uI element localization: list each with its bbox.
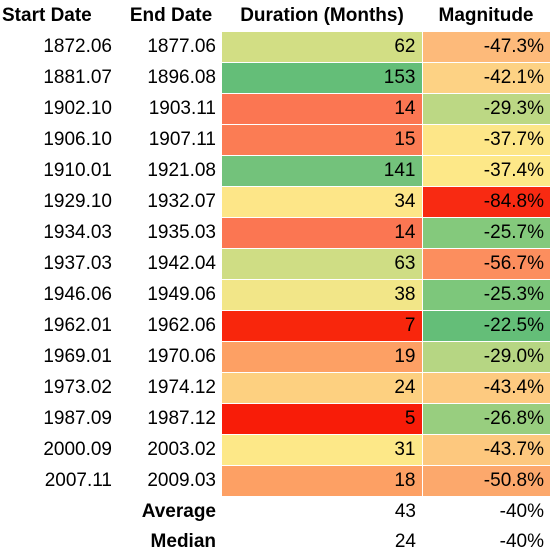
header-start-date: Start Date (0, 0, 120, 32)
summary-label: Median (120, 527, 222, 557)
start-date-cell: 2007.11 (0, 466, 120, 497)
duration-cell: 14 (222, 94, 422, 125)
magnitude-cell: -25.7% (422, 218, 550, 249)
duration-cell: 24 (222, 373, 422, 404)
end-date-cell: 1942.04 (120, 249, 222, 280)
duration-cell: 7 (222, 311, 422, 342)
summary-label: Average (120, 497, 222, 528)
start-date-cell: 1937.03 (0, 249, 120, 280)
end-date-cell: 1877.06 (120, 32, 222, 63)
duration-cell: 63 (222, 249, 422, 280)
duration-cell: 141 (222, 156, 422, 187)
header-end-date: End Date (120, 0, 222, 32)
duration-cell: 31 (222, 435, 422, 466)
summary-magnitude: -40% (422, 527, 550, 557)
magnitude-cell: -22.5% (422, 311, 550, 342)
end-date-cell: 1962.06 (120, 311, 222, 342)
summary-duration: 24 (222, 527, 422, 557)
start-date-cell: 1969.01 (0, 342, 120, 373)
start-date-cell: 1881.07 (0, 63, 120, 94)
end-date-cell: 1921.08 (120, 156, 222, 187)
end-date-cell: 1987.12 (120, 404, 222, 435)
header-magnitude: Magnitude (422, 0, 550, 32)
duration-cell: 38 (222, 280, 422, 311)
summary-spacer (0, 527, 120, 557)
magnitude-cell: -25.3% (422, 280, 550, 311)
start-date-cell: 1902.10 (0, 94, 120, 125)
end-date-cell: 2003.02 (120, 435, 222, 466)
start-date-cell: 1946.06 (0, 280, 120, 311)
magnitude-cell: -29.0% (422, 342, 550, 373)
magnitude-cell: -43.7% (422, 435, 550, 466)
start-date-cell: 1934.03 (0, 218, 120, 249)
start-date-cell: 2000.09 (0, 435, 120, 466)
duration-cell: 15 (222, 125, 422, 156)
end-date-cell: 1935.03 (120, 218, 222, 249)
summary-magnitude: -40% (422, 497, 550, 528)
summary-duration: 43 (222, 497, 422, 528)
end-date-cell: 1903.11 (120, 94, 222, 125)
duration-cell: 5 (222, 404, 422, 435)
duration-cell: 19 (222, 342, 422, 373)
magnitude-cell: -43.4% (422, 373, 550, 404)
start-date-cell: 1906.10 (0, 125, 120, 156)
start-date-cell: 1987.09 (0, 404, 120, 435)
end-date-cell: 1932.07 (120, 187, 222, 218)
duration-cell: 14 (222, 218, 422, 249)
end-date-cell: 1974.12 (120, 373, 222, 404)
magnitude-cell: -56.7% (422, 249, 550, 280)
start-date-cell: 1929.10 (0, 187, 120, 218)
end-date-cell: 1896.08 (120, 63, 222, 94)
start-date-cell: 1872.06 (0, 32, 120, 63)
magnitude-cell: -50.8% (422, 466, 550, 497)
magnitude-cell: -47.3% (422, 32, 550, 63)
summary-spacer (0, 497, 120, 528)
end-date-cell: 2009.03 (120, 466, 222, 497)
table-header: Start Date End Date Duration (Months) Ma… (0, 0, 550, 32)
duration-cell: 18 (222, 466, 422, 497)
magnitude-cell: -84.8% (422, 187, 550, 218)
end-date-cell: 1970.06 (120, 342, 222, 373)
end-date-cell: 1949.06 (120, 280, 222, 311)
duration-cell: 153 (222, 63, 422, 94)
magnitude-cell: -37.4% (422, 156, 550, 187)
start-date-cell: 1973.02 (0, 373, 120, 404)
header-row: Start Date End Date Duration (Months) Ma… (0, 0, 550, 32)
magnitude-cell: -42.1% (422, 63, 550, 94)
magnitude-cell: -37.7% (422, 125, 550, 156)
duration-cell: 62 (222, 32, 422, 63)
duration-cell: 34 (222, 187, 422, 218)
magnitude-cell: -29.3% (422, 94, 550, 125)
end-date-cell: 1907.11 (120, 125, 222, 156)
start-date-cell: 1962.01 (0, 311, 120, 342)
start-date-cell: 1910.01 (0, 156, 120, 187)
header-duration: Duration (Months) (222, 0, 422, 32)
magnitude-cell: -26.8% (422, 404, 550, 435)
